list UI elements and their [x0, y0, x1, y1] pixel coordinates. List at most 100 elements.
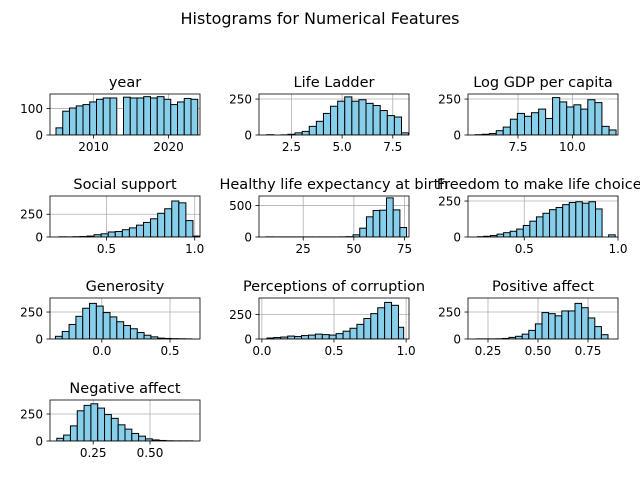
histogram-panel-perceptions-of-corruption: 0.0 0.5 1.0 0 250 Perceptions of corruption — [229, 279, 425, 358]
axes-frame-social-support — [49, 195, 201, 238]
histogram-bar — [595, 208, 603, 237]
histogram-bar — [386, 197, 394, 237]
axes-frame-healthy-life-expectancy-at-birth — [258, 195, 410, 238]
histogram-bar — [337, 100, 346, 135]
histogram-bar — [69, 107, 77, 135]
axes-frame-year — [49, 93, 201, 136]
panel-title-log-gdp-per-capita: Log GDP per capita — [473, 75, 613, 91]
histogram-panel-social-support: 0.5 1.0 0 250 Social support — [20, 177, 204, 256]
histogram-bar — [83, 404, 92, 441]
histogram-bar — [552, 97, 561, 135]
histogram-bar — [116, 321, 125, 339]
histogram-bar — [351, 100, 360, 135]
histogram-bar — [75, 315, 84, 339]
histogram-bar — [178, 202, 187, 237]
histogram-bar — [143, 96, 151, 135]
histogram-bar — [574, 302, 583, 339]
histogram-bar — [63, 434, 71, 441]
histogram-bar — [379, 110, 388, 135]
y-tick-label: 0 — [453, 231, 461, 245]
histogram-panel-generosity: 0.0 0.5 0 250 Generosity — [20, 279, 201, 358]
histogram-bar — [349, 327, 358, 339]
histogram-bar — [102, 312, 111, 339]
histogram-bar — [344, 96, 353, 135]
x-tick-label: 1.0 — [185, 242, 204, 256]
histogram-bar — [124, 428, 133, 441]
histogram-bar — [594, 102, 603, 135]
histogram-bar — [496, 233, 505, 237]
histogram-bar — [56, 437, 65, 441]
histogram-bar — [315, 120, 324, 135]
histogram-bar — [521, 333, 530, 339]
x-tick-label: 5.0 — [333, 140, 352, 154]
bars-generosity — [54, 302, 193, 339]
histogram-bar — [377, 307, 386, 339]
x-tick-label: 10.0 — [559, 140, 586, 154]
histogram-bar — [156, 96, 165, 135]
x-tick-label: 50 — [346, 242, 361, 256]
histogram-bar — [530, 112, 540, 135]
histogram-bar — [171, 200, 180, 237]
axes-frame-freedom-to-make-life-choices — [467, 195, 619, 238]
histogram-bar — [129, 328, 138, 339]
histogram-bar — [150, 218, 159, 237]
histogram-bar — [365, 102, 374, 135]
bars-life-ladder — [266, 96, 409, 135]
y-tick-label: 0 — [244, 333, 252, 347]
x-tick-label: 0.25 — [80, 446, 107, 460]
histogram-bar — [562, 204, 570, 237]
y-tick-label: 250 — [229, 308, 252, 322]
x-tick-label: 0.25 — [475, 344, 502, 358]
y-tick-label: 250 — [438, 93, 461, 107]
histogram-bar — [600, 334, 609, 339]
panel-title-negative-affect: Negative affect — [69, 381, 180, 397]
histogram-bar — [68, 323, 77, 339]
x-tick-label: 75 — [397, 242, 412, 256]
histogram-bar — [535, 216, 544, 237]
axes-frame-negative-affect — [49, 399, 201, 442]
histogram-bar — [372, 105, 381, 135]
x-tick-label: 0.50 — [137, 446, 164, 460]
histogram-bar — [308, 125, 317, 135]
histogram-bar — [358, 99, 367, 135]
histogram-bar — [138, 435, 146, 441]
bars-perceptions-of-corruption — [266, 301, 405, 339]
histogram-bar — [82, 307, 91, 339]
histogram-bar — [301, 335, 309, 339]
y-tick-label: 250 — [229, 93, 252, 107]
histogram-bar — [372, 210, 381, 237]
histogram-bar — [128, 227, 137, 237]
panel-title-year: year — [109, 75, 141, 91]
histogram-bar — [97, 407, 106, 441]
histogram-bar — [554, 315, 563, 339]
y-tick-label: 0 — [35, 435, 43, 449]
histogram-bar — [528, 329, 536, 339]
histogram-bar — [164, 208, 173, 237]
histogram-panel-life-ladder: 2.5 5.0 7.5 0 250 Life Ladder — [229, 75, 410, 154]
histogram-bar — [559, 101, 568, 135]
histogram-bar — [529, 220, 537, 237]
histogram-bar — [549, 209, 557, 237]
y-tick-label: 250 — [20, 408, 43, 422]
figure-title: Histograms for Numerical Features — [181, 9, 460, 28]
histogram-bar — [363, 318, 372, 339]
histogram-bar — [566, 106, 575, 135]
histogram-bar — [185, 220, 194, 237]
histogram-bar — [594, 326, 602, 339]
histogram-bar — [503, 232, 511, 237]
bars-negative-affect — [56, 403, 194, 441]
panel-title-healthy-life-expectancy-at-birth: Healthy life expectancy at birth — [219, 177, 448, 193]
histogram-bar — [102, 97, 111, 135]
histogram-bar — [90, 403, 99, 441]
histogram-bar — [548, 313, 556, 339]
histogram-bar — [391, 304, 399, 339]
histogram-bar — [359, 227, 367, 237]
panel-title-freedom-to-make-life-choices: Freedom to make life choices — [437, 177, 640, 193]
histogram-bar — [393, 116, 402, 135]
y-tick-label: 0 — [453, 129, 461, 143]
histogram-bar — [150, 97, 158, 135]
histogram-bar — [55, 127, 64, 135]
histogram-bar — [555, 207, 564, 237]
